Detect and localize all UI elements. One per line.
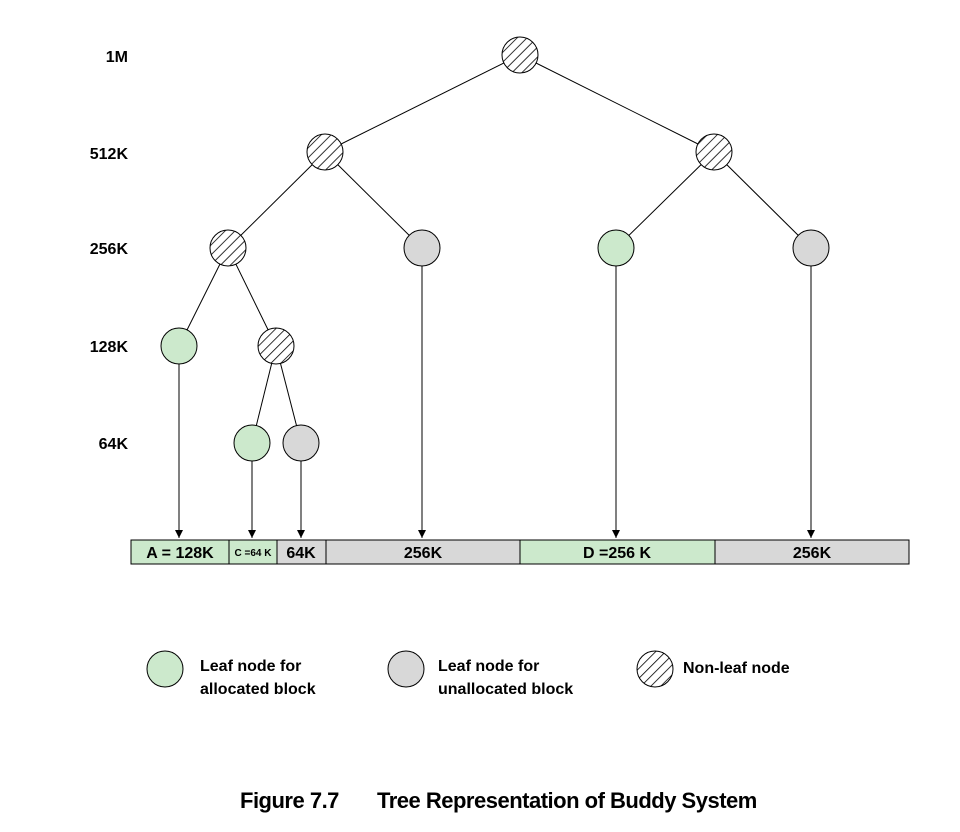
block-a-label: A = 128K xyxy=(146,545,214,562)
node-512k-right-nonleaf xyxy=(695,133,733,171)
node-512k-left-nonleaf xyxy=(306,133,344,171)
leaf-arrows xyxy=(175,266,815,538)
node-64k-allocated xyxy=(233,424,271,462)
legend-allocated-swatch xyxy=(146,650,184,688)
legend-unallocated-line2: unallocated block xyxy=(438,681,573,698)
block-256k xyxy=(714,539,910,565)
tree-edges xyxy=(178,54,812,444)
block-c-label: C =64 K xyxy=(235,548,273,559)
legend-allocated-line1: Leaf node for xyxy=(200,658,301,675)
edge xyxy=(324,151,423,249)
edge xyxy=(713,151,812,249)
legend-nonleaf-label: Non-leaf node xyxy=(683,660,790,677)
legend-allocated-line2: allocated block xyxy=(200,681,316,698)
node-256k-nonleaf xyxy=(209,229,247,267)
block-64k xyxy=(276,539,327,565)
level-label-1m: 1M xyxy=(106,49,128,66)
block-256k-label: 256K xyxy=(404,545,443,562)
figure-number: Figure 7.7 xyxy=(240,788,339,813)
block-d xyxy=(519,539,716,565)
node-256k-unallocated xyxy=(792,229,830,267)
edge xyxy=(519,54,715,153)
legend-unallocated-line1: Leaf node for xyxy=(438,658,539,675)
level-label-64k: 64K xyxy=(99,436,129,453)
node-128k-allocated xyxy=(160,327,198,365)
node-256k-allocated xyxy=(597,229,635,267)
block-c xyxy=(228,539,278,565)
node-64k-unallocated xyxy=(282,424,320,462)
edge xyxy=(615,151,715,249)
memory-bar xyxy=(130,539,910,565)
level-label-128k: 128K xyxy=(90,339,129,356)
node-128k-nonleaf xyxy=(257,327,295,365)
node-256k-unallocated xyxy=(403,229,441,267)
block-d-label: D =256 K xyxy=(583,545,651,562)
legend-unallocated-swatch xyxy=(387,650,425,688)
level-label-256k: 256K xyxy=(90,241,129,258)
edge xyxy=(324,54,521,153)
node-1m-nonleaf xyxy=(501,36,539,74)
figure-title: Tree Representation of Buddy System xyxy=(377,788,757,813)
tree-nodes xyxy=(160,36,830,462)
block-64k-label: 64K xyxy=(286,545,316,562)
legend-nonleaf-swatch xyxy=(636,650,674,688)
level-label-512k: 512K xyxy=(90,146,129,163)
edge xyxy=(227,151,326,249)
block-256k-label: 256K xyxy=(793,545,832,562)
legend: Leaf node for allocated block Leaf node … xyxy=(146,650,790,698)
block-256k xyxy=(325,539,521,565)
